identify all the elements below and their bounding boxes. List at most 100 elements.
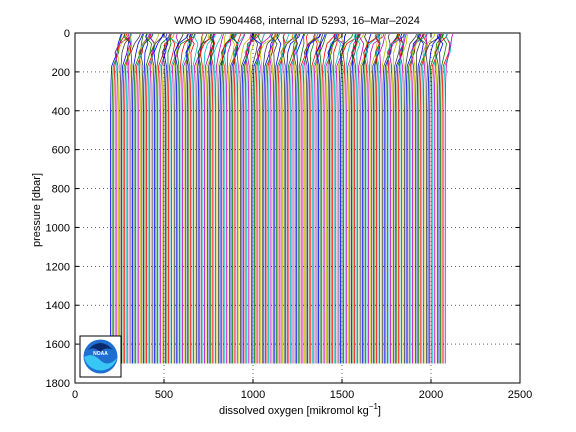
x-axis-ticks: 0 500 1000 1500 2000 2500 bbox=[72, 33, 532, 401]
profile-lines bbox=[110, 33, 454, 364]
profile-line bbox=[197, 33, 215, 364]
profile-line bbox=[398, 33, 406, 364]
profile-line bbox=[444, 33, 454, 364]
profile-line bbox=[305, 33, 321, 364]
y-tick-label: 600 bbox=[52, 145, 70, 157]
axes-box bbox=[74, 32, 521, 384]
profile-line bbox=[199, 33, 213, 364]
profile-line bbox=[440, 33, 447, 364]
profile-line bbox=[311, 33, 321, 364]
x-axis-label-superscript: −1 bbox=[369, 402, 379, 411]
profile-line bbox=[415, 33, 424, 364]
profile-line bbox=[374, 33, 380, 364]
profile-line bbox=[371, 33, 380, 364]
profile-line bbox=[379, 33, 386, 364]
profile-line bbox=[369, 33, 383, 364]
profile-line bbox=[121, 33, 131, 364]
y-tick-label: 1400 bbox=[46, 300, 70, 312]
profile-line bbox=[130, 33, 141, 364]
profile-line bbox=[205, 33, 215, 364]
profile-line bbox=[422, 33, 436, 364]
profile-line bbox=[144, 33, 152, 364]
profile-line bbox=[351, 33, 360, 364]
profile-line bbox=[299, 33, 308, 364]
profile-line bbox=[382, 33, 391, 364]
profile-line bbox=[404, 33, 417, 364]
x-tick-label: 500 bbox=[155, 389, 173, 401]
x-tick-label: 1500 bbox=[330, 389, 354, 401]
profile-line bbox=[286, 33, 299, 364]
profile-line bbox=[394, 33, 404, 364]
profile-line bbox=[347, 33, 364, 364]
profile-line bbox=[388, 33, 405, 364]
profile-line bbox=[132, 33, 143, 364]
x-tick-label: 2500 bbox=[508, 389, 532, 401]
x-axis-label: dissolved oxygen [mikromol kg−1] bbox=[219, 402, 381, 417]
profile-line bbox=[138, 33, 152, 364]
profile-line bbox=[256, 33, 272, 364]
profile-line bbox=[127, 33, 133, 364]
profile-line bbox=[233, 33, 242, 364]
profile-line bbox=[380, 33, 388, 364]
profile-line bbox=[292, 33, 298, 364]
profile-line bbox=[332, 33, 340, 364]
profile-line bbox=[244, 33, 254, 364]
profile-line bbox=[357, 33, 365, 364]
profile-line bbox=[268, 33, 276, 364]
profile-line bbox=[399, 33, 407, 364]
profile-line bbox=[329, 33, 336, 364]
y-tick-label: 1000 bbox=[46, 222, 70, 234]
profile-line bbox=[186, 33, 193, 364]
x-tick-label: 2000 bbox=[419, 389, 443, 401]
logo-bird bbox=[88, 343, 113, 352]
profile-line bbox=[339, 33, 354, 364]
chart-title: WMO ID 5904468, internal ID 5293, 16–Mar… bbox=[174, 15, 420, 27]
profile-line bbox=[315, 33, 324, 364]
noaa-logo: NOAA bbox=[79, 335, 122, 378]
profile-line bbox=[173, 33, 189, 364]
profile-line bbox=[214, 33, 225, 364]
profile-line bbox=[155, 33, 171, 364]
profile-line bbox=[434, 33, 445, 364]
profile-line bbox=[209, 33, 216, 364]
profile-line bbox=[275, 33, 285, 364]
profile-line bbox=[216, 33, 227, 364]
profile-line bbox=[209, 33, 214, 364]
y-axis-ticks: 0 200 400 600 800 1000 1200 1400 1600 1800 bbox=[46, 28, 520, 390]
x-tick-label: 0 bbox=[72, 389, 78, 401]
profile-line bbox=[174, 33, 184, 364]
profile-line bbox=[353, 33, 361, 364]
profile-line bbox=[153, 33, 164, 364]
plot-area: 0 500 1000 1500 2000 2500 0 200 400 600 800 1000 12… bbox=[46, 28, 533, 401]
profile-line bbox=[193, 33, 204, 364]
profile-line bbox=[291, 33, 297, 364]
y-tick-label: 0 bbox=[64, 28, 70, 40]
profile-line bbox=[352, 33, 359, 364]
y-tick-label: 800 bbox=[52, 184, 70, 196]
profile-line bbox=[430, 33, 448, 364]
profile-line bbox=[191, 33, 199, 364]
profile-line bbox=[236, 33, 246, 364]
profile-line bbox=[339, 33, 347, 364]
profile-line bbox=[429, 33, 444, 364]
profile-line bbox=[316, 33, 326, 364]
x-tick-label: 1000 bbox=[241, 389, 265, 401]
profile-line bbox=[256, 33, 265, 364]
y-tick-label: 1200 bbox=[46, 261, 70, 273]
profile-line bbox=[269, 33, 276, 364]
profile-line bbox=[250, 33, 261, 364]
profile-line bbox=[333, 33, 344, 364]
logo-wave bbox=[84, 355, 117, 371]
profile-line bbox=[233, 33, 245, 364]
profile-line bbox=[416, 33, 424, 364]
y-tick-label: 1600 bbox=[46, 339, 70, 351]
profile-line bbox=[296, 33, 305, 364]
profile-line bbox=[271, 33, 278, 364]
profile-line bbox=[168, 33, 179, 364]
profile-line bbox=[163, 33, 169, 364]
profile-line bbox=[246, 33, 252, 364]
profile-line bbox=[122, 33, 132, 364]
profile-line bbox=[161, 33, 170, 364]
profile-line bbox=[274, 33, 282, 364]
